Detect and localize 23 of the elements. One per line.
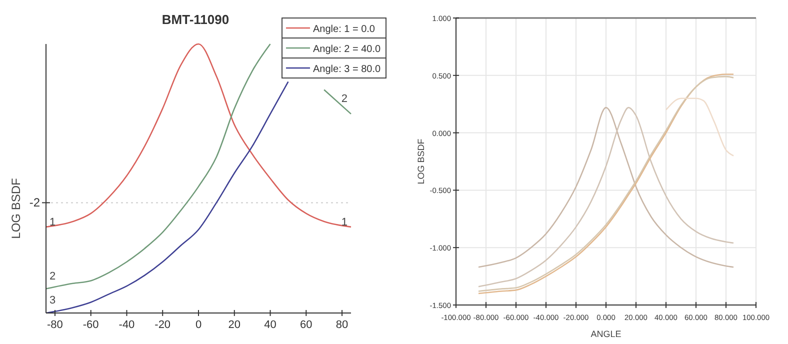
y-axis-title: LOG BSDF (9, 178, 23, 239)
chart-title: BMT-11090 (162, 12, 230, 27)
legend-label: Angle: 2 = 40.0 (313, 44, 381, 55)
x-tick-label: -80 (47, 319, 63, 331)
annotation: 2 (50, 270, 56, 282)
line-series (665, 98, 734, 156)
x-axis-title: ANGLE (590, 329, 622, 339)
x-tick-label: 40 (264, 319, 276, 331)
legend-label: Angle: 1 = 0.0 (313, 24, 376, 35)
x-tick-label: 0 (195, 319, 202, 331)
legend-label: Angle: 3 = 80.0 (313, 64, 381, 75)
annotation: 3 (50, 294, 56, 307)
x-tick-label: -40 (118, 319, 135, 331)
text: -2 (29, 196, 40, 210)
x-tick-label: 20 (228, 319, 241, 331)
annotation: 2 (341, 92, 348, 105)
annotation: 1 (341, 216, 348, 229)
x-tick-label: 60 (300, 319, 312, 331)
x-tick-label: 80 (336, 319, 348, 331)
x-tick-label: -60 (82, 319, 99, 331)
annotation: 1 (50, 216, 56, 229)
x-tick-label: -20 (154, 319, 171, 331)
y-axis-title: LOG BSDF (416, 138, 426, 184)
